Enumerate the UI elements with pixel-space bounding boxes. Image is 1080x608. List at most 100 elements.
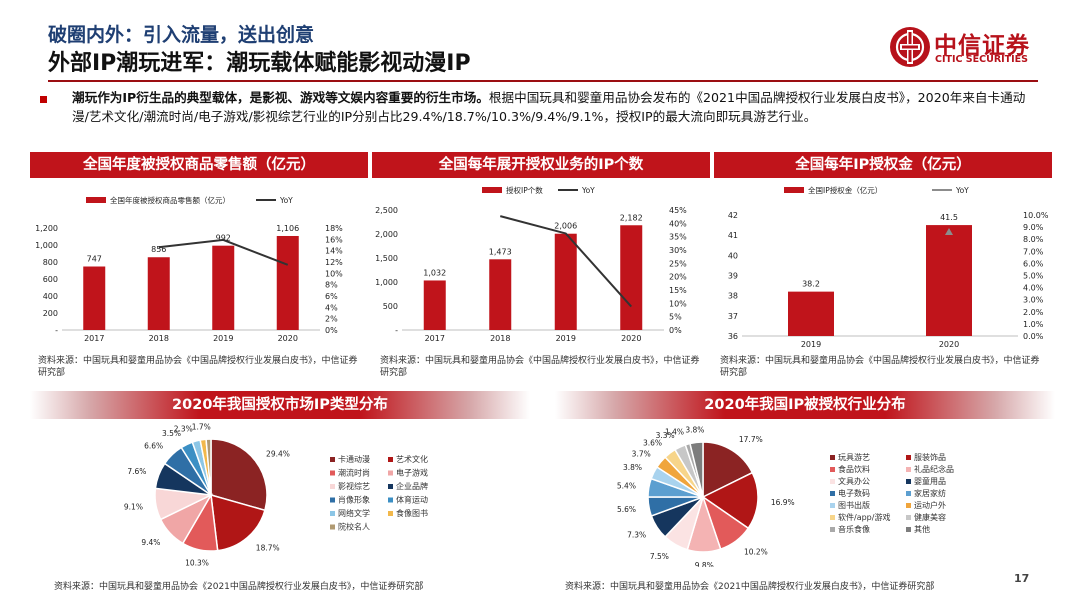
bullet-marker	[40, 96, 47, 103]
pie-value-label: 7.3%	[627, 530, 646, 539]
bar	[83, 266, 106, 330]
y-tick-label: 38	[728, 292, 738, 301]
legend-swatch	[830, 515, 835, 520]
legend-yoy-label: YoY	[581, 186, 595, 195]
legend-swatch	[830, 467, 835, 472]
source-note-fee: 资料来源：中国玩具和婴童用品协会《中国品牌授权行业发展白皮书》，中信证券研究部	[720, 356, 1040, 378]
x-tick-label: 2017	[425, 334, 445, 343]
y2-tick-label: 3.0%	[1023, 296, 1044, 305]
pie-value-label: 9.1%	[124, 502, 143, 511]
y2-tick-label: 6%	[325, 292, 338, 301]
y-tick-label: -	[55, 326, 58, 335]
y-tick-label: 200	[43, 309, 58, 318]
pie-value-label: 9.8%	[695, 561, 714, 567]
ip-count-bar-chart: 授权IP个数 YoY - 500 1,000 1,500 2,000 2,500 0% 5% 10%…	[375, 185, 687, 343]
legend-swatch	[388, 497, 393, 503]
bar-value-label: 41.5	[940, 213, 958, 222]
legend-label: 食像图书	[396, 508, 428, 518]
bar	[788, 291, 834, 336]
retail-bar-chart: 全国年度被授权商品零售额（亿元） YoY - 200 400 600 800 1,000 1,2…	[35, 195, 343, 343]
y-tick-label: 37	[728, 312, 738, 321]
y-tick-label: 1,200	[35, 224, 58, 233]
legend-swatch	[330, 457, 335, 462]
legend-swatch	[906, 503, 911, 508]
ip-type-pie-chart: 29.4% 18.7% 10.3% 9.4% 9.1% 7.6% 6.6% 3.5%2.3%1…	[124, 423, 428, 567]
legend-label: 电子游戏	[396, 468, 428, 478]
y2-tick-label: 30%	[669, 246, 687, 255]
bar	[147, 257, 170, 330]
pie-value-label: 18.7%	[256, 543, 280, 552]
pie-value-label: 7.6%	[127, 467, 146, 476]
bar-value-label: 1,473	[489, 247, 512, 256]
bar-value-label: 2,182	[620, 213, 643, 222]
pie-value-label: 9.4%	[141, 538, 160, 547]
legend-swatch	[330, 497, 335, 503]
legend-label: 软件/app/游戏	[838, 512, 890, 522]
y2-tick-label: 5.0%	[1023, 272, 1044, 281]
y2-tick-label: 0.0%	[1023, 332, 1044, 341]
bar	[489, 259, 512, 330]
source-note-retail: 资料来源：中国玩具和婴童用品协会《中国品牌授权行业发展白皮书》，中信证券研究部	[38, 356, 358, 378]
pie-value-label: 7.5%	[650, 552, 669, 561]
y2-tick-label: 20%	[669, 273, 687, 282]
legend-label: 图书出版	[838, 500, 870, 510]
citic-logo-icon	[890, 27, 930, 67]
legend-yoy-label: YoY	[955, 186, 969, 195]
source-note-industry: 资料来源：中国玩具和婴童用品协会《2021中国品牌授权行业发展白皮书》，中信证券…	[565, 582, 935, 592]
legend-label: 卡通动漫	[338, 454, 370, 464]
bar-value-label: 38.2	[802, 280, 820, 289]
page-subtitle: 破圈内外：引入流量，送出创意	[48, 24, 315, 46]
pie-value-label: 3.7%	[632, 449, 651, 458]
pie-value-label: 2.3%	[174, 424, 193, 433]
legend-swatch	[388, 484, 393, 489]
legend-swatch	[906, 491, 911, 496]
legend-label: 网络文学	[338, 508, 370, 518]
pie-value-label: 3.5%	[162, 429, 181, 438]
pie-value-label: 17.7%	[739, 435, 763, 444]
legend-label: 文具办公	[838, 476, 870, 486]
y2-tick-label: 4.0%	[1023, 284, 1044, 293]
yoy-marker	[945, 227, 953, 235]
pie-value-label: 1.7%	[192, 423, 211, 432]
legend-swatch	[906, 515, 911, 520]
bar-value-label: 992	[216, 234, 231, 243]
legend-label: 婴童用品	[914, 476, 946, 486]
pie-slice	[701, 471, 759, 530]
legend-label: 肖像形象	[338, 495, 370, 505]
y2-tick-label: 14%	[325, 247, 343, 256]
pie-value-label: 5.4%	[617, 482, 636, 491]
pie-slice	[205, 438, 212, 496]
legend-swatch	[906, 467, 911, 472]
logo-text-en: CITIC SECURITIES	[935, 54, 1029, 65]
fee-bar-chart: 全国IP授权金（亿元） YoY 36 37 38 39 40 41 42 0.0% 1.0% 2.0%…	[728, 185, 1049, 349]
yoy-line	[499, 215, 632, 308]
legend-swatch	[388, 457, 393, 462]
y2-tick-label: 25%	[669, 259, 687, 268]
bar-value-label: 1,032	[423, 268, 446, 277]
y-tick-label: 39	[728, 272, 738, 281]
legend-swatch	[330, 511, 335, 516]
page-number: 17	[1014, 572, 1030, 585]
pie-value-label: 1.4%	[665, 428, 684, 437]
y2-tick-label: 10%	[325, 269, 343, 278]
x-tick-label: 2018	[490, 334, 510, 343]
y2-tick-label: 0%	[669, 326, 682, 335]
y-tick-label: 36	[728, 332, 738, 341]
legend-swatch	[830, 503, 835, 508]
page-title: 外部IP潮玩进军：潮玩载体赋能影视动漫IP	[48, 51, 471, 76]
bar	[554, 233, 577, 330]
ip-type-chart-title: 2020年我国授权市场IP类型分布	[30, 391, 530, 419]
pie-slice	[702, 441, 754, 499]
y-tick-label: 2,500	[375, 206, 398, 215]
y-tick-label: 42	[728, 211, 738, 220]
legend-swatch	[830, 527, 835, 532]
x-tick-label: 2019	[801, 340, 821, 349]
pie-value-label: 10.3%	[185, 559, 209, 567]
ip-count-chart-title: 全国每年展开授权业务的IP个数	[372, 152, 710, 178]
legend-label: 艺术文化	[396, 454, 428, 464]
x-tick-label: 2018	[149, 334, 169, 343]
y-tick-label: 400	[43, 292, 58, 301]
y-tick-label: 2,000	[375, 230, 398, 239]
y2-tick-label: 35%	[669, 233, 687, 242]
y2-tick-label: 0%	[325, 326, 338, 335]
